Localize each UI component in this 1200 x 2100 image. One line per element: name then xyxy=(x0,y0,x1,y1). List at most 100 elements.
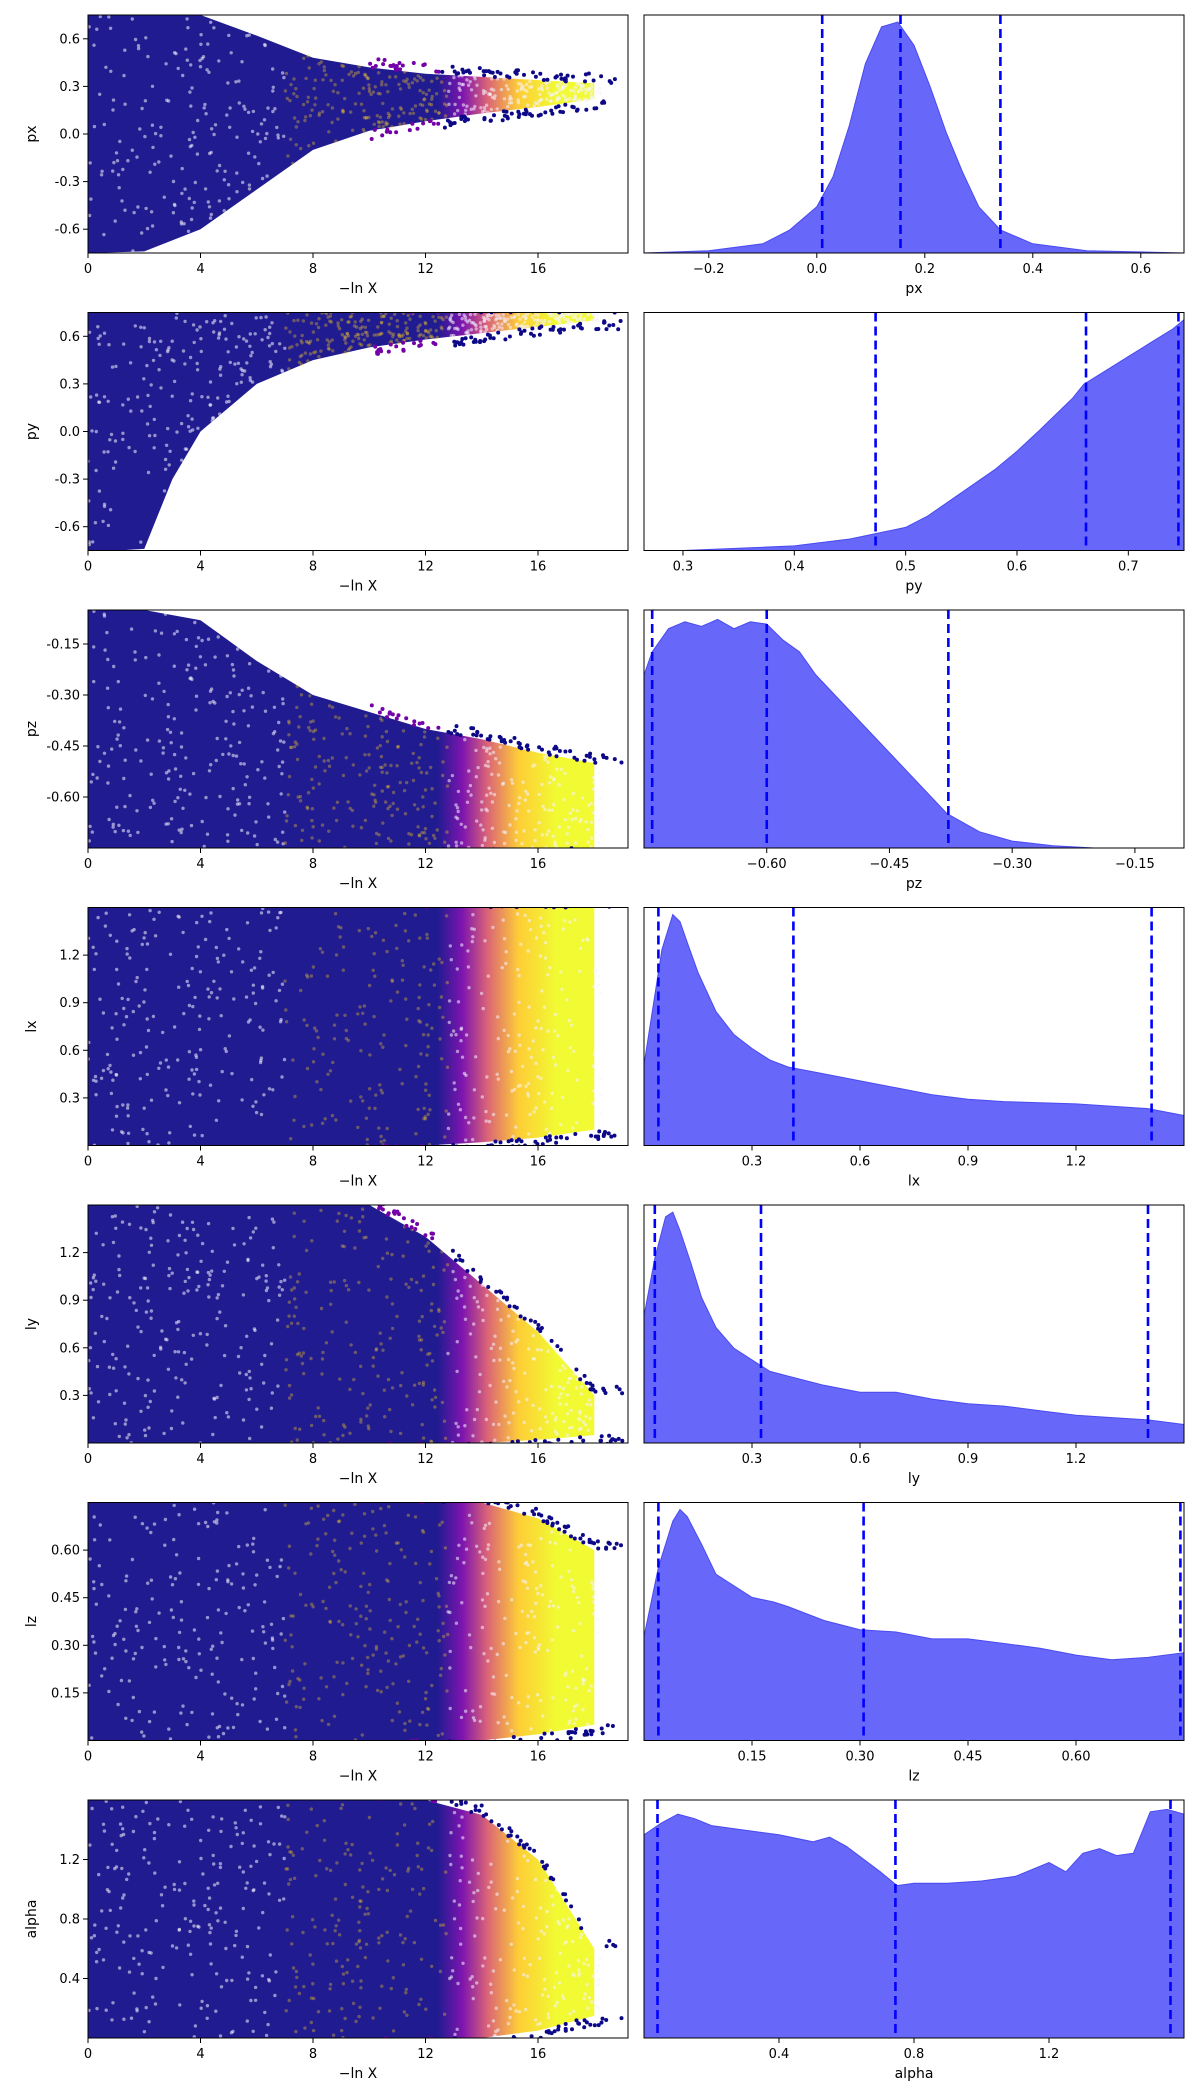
scatter-gap xyxy=(388,1336,392,1341)
scatter-gap xyxy=(366,1655,370,1660)
scatter-gap xyxy=(246,1020,251,1024)
scatter-point xyxy=(423,1233,428,1238)
scatter-gap xyxy=(195,368,200,372)
scatter-gap xyxy=(344,1320,348,1324)
scatter-gap xyxy=(348,1387,352,1392)
scatter-gap xyxy=(450,313,454,317)
scatter-gap xyxy=(471,935,475,939)
scatter-gap xyxy=(106,1865,110,1870)
scatter-gap xyxy=(354,1942,359,1946)
scatter-gap xyxy=(489,87,494,91)
scatter-gap xyxy=(362,1512,367,1516)
scatter-gap xyxy=(139,759,143,763)
scatter-gap xyxy=(389,316,393,320)
scatter-gap xyxy=(180,827,184,831)
scatter-point xyxy=(533,1319,538,1324)
scatter-gap xyxy=(265,131,269,136)
scatter-gap xyxy=(452,1810,457,1815)
scatter-gap xyxy=(191,130,195,135)
scatter-gap xyxy=(170,394,174,398)
scatter-gap xyxy=(184,1362,188,1367)
scatter-gap xyxy=(349,1099,353,1103)
scatter-gap xyxy=(504,1673,508,1678)
scatter-gap xyxy=(361,86,366,90)
scatter-gap xyxy=(456,327,460,332)
scatter-gap xyxy=(206,1524,210,1529)
scatter-point xyxy=(454,724,459,729)
scatter-gap xyxy=(242,337,246,341)
kde-layer xyxy=(644,907,1184,1146)
scatter-gap xyxy=(448,1706,452,1711)
scatter-point xyxy=(427,2040,431,2044)
scatter-point xyxy=(496,852,500,856)
scatter-gap xyxy=(106,657,110,662)
scatter-point xyxy=(403,1747,407,1751)
scatter-gap xyxy=(145,226,150,231)
x-axis-label: pz xyxy=(906,876,922,892)
axes-frame xyxy=(643,907,1185,1146)
scatter-gap xyxy=(551,1055,556,1060)
scatter-gap xyxy=(138,1077,142,1081)
scatter-gap xyxy=(91,1276,96,1280)
scatter-point xyxy=(430,1800,435,1803)
scatter-gap xyxy=(181,73,185,78)
scatter-point xyxy=(373,1446,377,1450)
x-tick-label: 0.9 xyxy=(958,1155,979,1170)
scatter-gap xyxy=(405,336,409,341)
scatter-gap xyxy=(250,1077,254,1082)
scatter-gap xyxy=(528,1112,532,1117)
scatter-gap xyxy=(531,1039,535,1043)
scatter-gap xyxy=(163,1885,167,1889)
scatter-gap xyxy=(291,161,295,166)
scatter-gap xyxy=(586,1963,590,1967)
scatter-gap xyxy=(308,720,313,724)
scatter-point xyxy=(475,302,479,306)
scatter-gap xyxy=(524,789,528,793)
scatter-point xyxy=(578,1536,583,1541)
scatter-gap xyxy=(388,1868,392,1873)
scatter-gap xyxy=(386,806,390,811)
scatter-gap xyxy=(503,1414,507,1418)
scatter-gap xyxy=(173,1350,177,1354)
scatter-point xyxy=(574,108,579,113)
scatter-gap xyxy=(385,949,389,954)
scatter-gap xyxy=(490,826,495,830)
scatter-gap xyxy=(353,1738,358,1741)
scatter-gap xyxy=(401,1963,406,1967)
scatter-point xyxy=(457,2040,461,2044)
scatter-gap xyxy=(516,1921,521,1925)
x-tick-label: 0 xyxy=(84,857,92,872)
scatter-point xyxy=(596,1546,601,1551)
scatter-point xyxy=(549,855,553,859)
scatter-gap xyxy=(153,131,158,136)
scatter-gap xyxy=(226,1726,230,1730)
scatter-gap xyxy=(479,325,483,329)
scatter-gap xyxy=(416,328,420,333)
scatter-gap xyxy=(570,1669,575,1673)
scatter-gap xyxy=(260,338,264,342)
scatter-point xyxy=(532,1848,537,1853)
scatter-gap xyxy=(461,323,465,327)
scatter-gap xyxy=(483,838,487,842)
scatter-gap xyxy=(111,98,116,102)
scatter-gap xyxy=(202,106,206,110)
scatter-point xyxy=(396,302,400,306)
scatter-gap xyxy=(368,1403,372,1407)
scatter-point xyxy=(418,849,422,853)
scatter-gap xyxy=(580,1385,584,1389)
scatter-gap xyxy=(473,77,477,81)
scatter-gap xyxy=(128,1296,132,1300)
scatter-gap xyxy=(578,946,583,951)
scatter-gap xyxy=(421,1886,426,1891)
scatter-gap xyxy=(226,81,230,85)
scatter-gap xyxy=(506,1839,510,1843)
scatter-point xyxy=(500,118,505,123)
scatter-gap xyxy=(417,1338,422,1342)
scatter-gap xyxy=(114,1226,118,1231)
scatter-gap xyxy=(373,798,377,802)
scatter-point xyxy=(511,898,515,902)
scatter-point xyxy=(607,1433,612,1438)
scatter-gap xyxy=(164,1662,168,1667)
scatter-point xyxy=(588,902,592,906)
scatter-gap xyxy=(287,1396,292,1400)
